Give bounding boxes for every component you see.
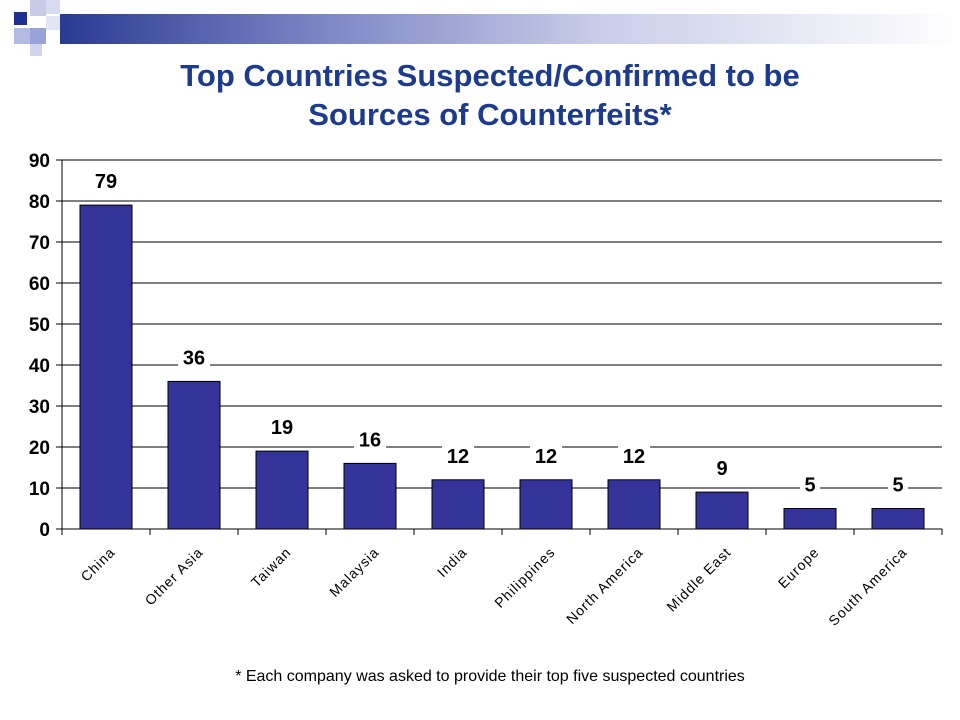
bar <box>167 380 221 530</box>
x-tick-label: North America <box>563 544 646 627</box>
x-tick-label: Taiwan <box>248 544 294 590</box>
bar <box>343 462 397 530</box>
x-tick-label: South America <box>825 544 910 629</box>
bar <box>255 450 309 530</box>
deco-square-light <box>46 16 60 30</box>
x-tick-label: Malaysia <box>326 544 382 600</box>
data-labels: 79 36 19 16 12 12 12 9 5 5 <box>90 167 908 497</box>
bar <box>607 479 661 530</box>
bar <box>783 508 837 530</box>
y-tick-label: 70 <box>29 233 50 254</box>
data-label: 9 <box>716 458 727 480</box>
x-tick-label: Other Asia <box>142 544 207 609</box>
y-axis-ticks: 0 10 20 30 40 50 60 70 80 90 <box>29 151 62 541</box>
axes <box>61 160 942 530</box>
y-tick-label: 60 <box>29 274 50 295</box>
y-tick-label: 20 <box>29 438 50 459</box>
data-label: 16 <box>359 429 381 451</box>
header-gradient-bar <box>60 14 960 44</box>
y-tick-label: 30 <box>29 397 50 418</box>
y-tick-label: 10 <box>29 479 50 500</box>
data-label-background <box>90 167 122 194</box>
data-label: 12 <box>535 446 557 468</box>
data-label-background <box>530 441 562 468</box>
data-label-background <box>888 470 908 497</box>
data-label-background <box>618 441 650 468</box>
y-tick-label: 40 <box>29 356 50 377</box>
deco-square-light <box>14 28 30 44</box>
chart-title-line-1: Top Countries Suspected/Confirmed to be <box>180 58 800 93</box>
x-tick-label: India <box>434 544 470 580</box>
bar <box>431 479 485 530</box>
x-axis-ticks: China Other Asia Taiwan Malaysia India Philip… <box>61 529 943 629</box>
footnote: * Each company was asked to provide thei… <box>235 668 745 685</box>
y-tick-label: 0 <box>39 520 50 541</box>
y-tick-label: 90 <box>29 151 50 172</box>
y-tick-label: 50 <box>29 315 50 336</box>
data-label-background <box>800 470 820 497</box>
chart-title-line-2: Sources of Counterfeits* <box>308 97 672 132</box>
deco-square-light <box>30 44 42 56</box>
data-label-background <box>712 454 732 481</box>
data-label: 5 <box>804 475 815 497</box>
data-label: 5 <box>892 475 903 497</box>
data-label: 12 <box>447 446 469 468</box>
bar <box>871 508 925 530</box>
chart-title: Top Countries Suspected/Confirmed to be … <box>0 56 960 134</box>
data-label-background <box>178 343 210 370</box>
y-tick-label: 80 <box>29 192 50 213</box>
x-tick-label: Philippines <box>491 544 558 611</box>
deco-square-light <box>46 0 60 14</box>
x-tick-label: Middle East <box>663 544 734 615</box>
deco-square-light <box>30 0 46 16</box>
data-label: 12 <box>623 446 645 468</box>
deco-square-dark <box>14 12 27 25</box>
data-label-background <box>442 441 474 468</box>
header-decoration <box>0 0 110 60</box>
deco-square-light <box>30 28 46 44</box>
data-label: 36 <box>183 347 205 369</box>
data-label-background <box>354 425 386 452</box>
data-label-background <box>266 413 298 440</box>
x-tick-label: Europe <box>775 544 822 591</box>
data-label: 19 <box>271 417 293 439</box>
bar <box>519 479 573 530</box>
bar <box>79 204 133 530</box>
bar <box>695 491 749 530</box>
x-tick-label: China <box>77 544 118 585</box>
data-label: 79 <box>95 171 117 193</box>
bars <box>79 204 925 530</box>
